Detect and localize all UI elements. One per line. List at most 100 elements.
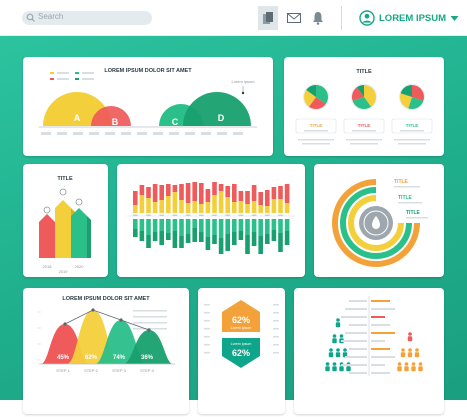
- person-body: [346, 366, 351, 372]
- y-axis-ticks: [37, 311, 41, 361]
- bar-segment: [218, 191, 224, 213]
- left-bar: [345, 356, 367, 358]
- right-bar: [371, 348, 390, 350]
- right-bar: [371, 356, 395, 358]
- document-button[interactable]: [258, 6, 278, 30]
- bar-segment: [225, 234, 230, 251]
- legend-line: [57, 78, 69, 80]
- bar-segment: [232, 219, 237, 232]
- person-body: [335, 322, 341, 328]
- person-icon: [336, 318, 340, 322]
- bar-segment: [133, 229, 138, 237]
- bar-segment: [199, 183, 204, 204]
- bar-segment: [152, 219, 158, 232]
- bar-segment: [205, 219, 211, 237]
- mail-button[interactable]: [284, 6, 304, 30]
- legend-line: [82, 72, 94, 74]
- arrows-chart: TITLE 2018 2019 2020: [39, 176, 91, 274]
- person-body: [418, 366, 423, 372]
- bar-segment: [133, 219, 138, 229]
- peak-4: [123, 330, 173, 364]
- bar-segment: [278, 186, 283, 199]
- chevron-down-icon[interactable]: [450, 15, 459, 22]
- circle-b: [91, 106, 131, 126]
- ring-inner: [348, 195, 404, 251]
- card-title: TITLE: [356, 69, 372, 75]
- pie-slice: [408, 97, 424, 109]
- x-label: 2020: [75, 264, 85, 269]
- bar-segment: [139, 185, 145, 195]
- bar-segment: [284, 184, 290, 203]
- peak-dot: [91, 308, 95, 312]
- peaks-chart: LOREM IPSUM DOLOR SIT AMET 45% 62% 74% 3…: [37, 296, 175, 373]
- people-chart: [325, 296, 423, 376]
- person-icon: [339, 334, 344, 338]
- bar-segment: [192, 182, 197, 201]
- bar-segment: [146, 235, 151, 248]
- right-bar: [371, 300, 390, 302]
- bar-segment: [271, 219, 277, 230]
- bar-segment: [218, 184, 224, 191]
- bar-segment: [146, 219, 151, 235]
- x-tick-label: [225, 214, 230, 216]
- bar-segment: [218, 238, 224, 254]
- bar-segment: [251, 201, 257, 213]
- card-title: LOREM IPSUM DOLOR SIT AMET: [104, 68, 192, 74]
- stats-card: 62% Lorem ipsum Lorem ipsum 62%: [198, 288, 285, 414]
- side-ticks: [204, 304, 279, 354]
- bar-segment: [232, 232, 237, 245]
- bar-segment: [199, 204, 204, 213]
- bar-segment: [258, 205, 263, 213]
- mail-icon: [287, 13, 301, 23]
- person-body: [414, 352, 420, 358]
- bar-segment: [212, 195, 217, 213]
- peak-value: 62%: [85, 355, 98, 361]
- notification-button[interactable]: [308, 6, 328, 30]
- bar-segment: [133, 191, 138, 205]
- hex-top: [222, 300, 260, 332]
- bar-segment: [166, 184, 171, 196]
- bar-segment: [172, 185, 178, 192]
- search-input[interactable]: Search: [22, 11, 152, 25]
- person-icon: [397, 362, 402, 366]
- ring-label: TITLE: [398, 195, 413, 201]
- callout-dot: [241, 91, 245, 95]
- right-bar: [371, 324, 390, 326]
- pie-label: TITLE: [358, 123, 371, 128]
- bar-segment: [159, 219, 164, 231]
- pie-charts: TITLE TITLE TITLE TITLE: [295, 69, 433, 145]
- left-bar: [349, 324, 367, 326]
- pie-slice: [352, 87, 364, 101]
- bar-segment: [225, 186, 230, 197]
- step-label: STEP 2: [84, 368, 98, 373]
- bar-segment: [238, 219, 244, 231]
- person-icon: [336, 348, 340, 352]
- bar-segment: [192, 228, 197, 242]
- person-icon: [408, 348, 412, 352]
- bar-segment: [166, 196, 171, 213]
- bar-segment: [245, 191, 250, 204]
- search-icon: [26, 13, 35, 22]
- left-bar: [341, 364, 367, 366]
- bar-segment: [152, 184, 158, 202]
- person-icon: [411, 362, 416, 366]
- pie-slice: [400, 85, 412, 97]
- pie-label-box: [295, 118, 337, 134]
- bar-segment: [212, 235, 217, 244]
- baseline-labels: [41, 132, 243, 135]
- bar-segment: [205, 189, 211, 202]
- bar-segment: [284, 231, 290, 245]
- left-bar: [341, 316, 367, 318]
- person-icon: [415, 348, 419, 352]
- person-body: [404, 366, 409, 372]
- circle-a-label: A: [74, 113, 81, 123]
- bar-segment: [251, 185, 257, 201]
- bar-segment: [185, 203, 191, 213]
- legend-swatch: [50, 78, 54, 80]
- hex-stats: 62% Lorem ipsum Lorem ipsum 62%: [204, 300, 279, 368]
- bar-segment: [166, 233, 171, 240]
- user-menu[interactable]: LOREM IPSUM: [359, 9, 459, 27]
- bar-segment: [232, 184, 237, 202]
- person-icon: [329, 348, 333, 352]
- x-tick-label: [212, 214, 217, 216]
